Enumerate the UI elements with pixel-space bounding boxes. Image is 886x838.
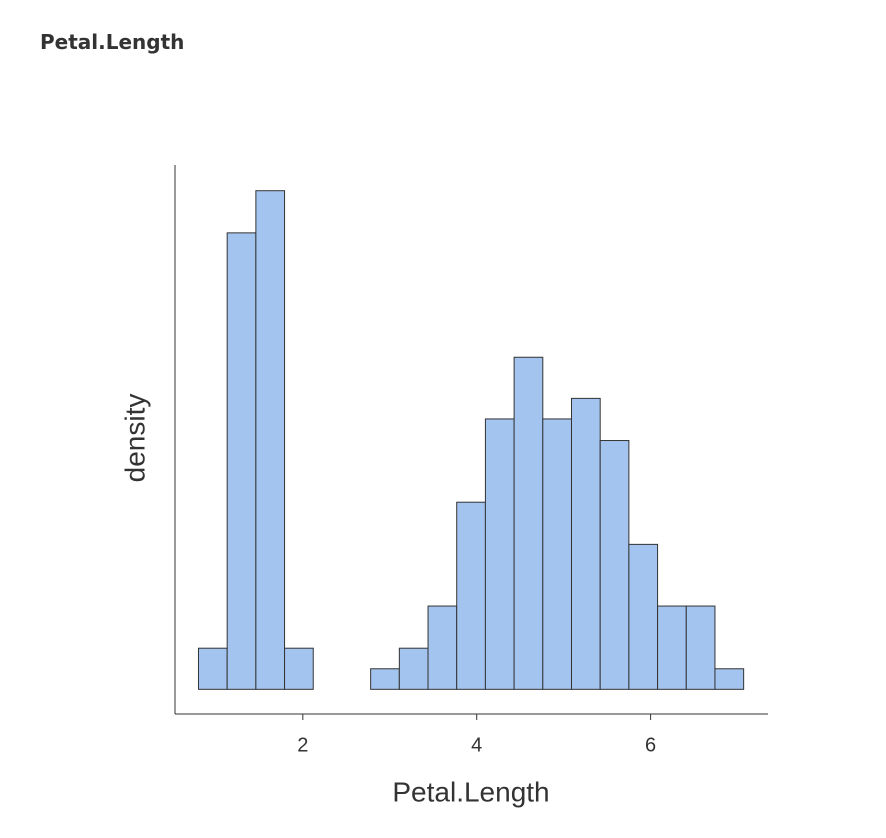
bar	[456, 501, 486, 690]
x-tick-label: 2	[297, 734, 308, 756]
x-tick-label: 4	[471, 734, 482, 756]
bar	[657, 605, 687, 690]
bar	[197, 647, 228, 690]
bar	[484, 418, 515, 690]
bar	[714, 668, 745, 690]
x-tick-label: 6	[645, 734, 656, 756]
bar	[628, 543, 659, 690]
bar	[599, 440, 630, 690]
bar	[255, 190, 286, 690]
y-axis-label: density	[119, 394, 150, 483]
bar	[226, 232, 257, 690]
bar	[398, 647, 429, 690]
bar	[370, 668, 400, 690]
bar	[427, 605, 458, 690]
page-title: Petal.Length	[40, 30, 185, 54]
x-axis-label: Petal.Length	[392, 776, 549, 807]
bar	[570, 397, 601, 690]
bar	[513, 356, 544, 690]
bar	[685, 605, 716, 690]
bar	[284, 647, 314, 690]
bar	[542, 418, 572, 690]
